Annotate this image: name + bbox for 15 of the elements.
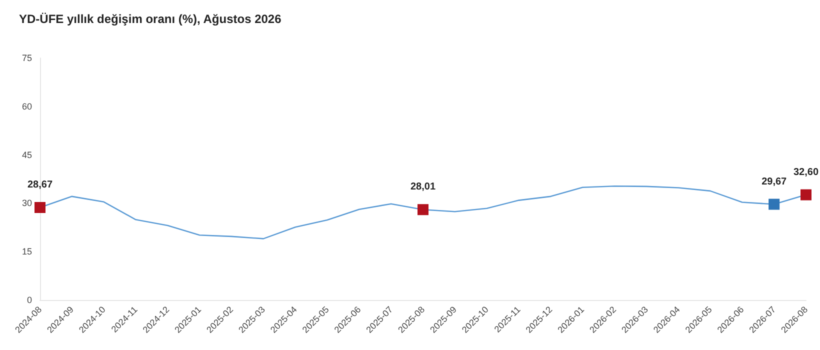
y-tick-label: 75 (22, 53, 32, 63)
y-tick-label: 0 (26, 295, 32, 305)
y-tick-label: 45 (22, 150, 32, 160)
chart-title: YD-ÜFE yıllık değişim oranı (%), Ağustos 2026 (19, 12, 282, 26)
data-label: 28,01 (410, 182, 436, 193)
point (800, 189, 812, 200)
point (34, 202, 46, 213)
y-tick-label: 60 (22, 101, 32, 112)
point (768, 198, 780, 210)
y-tick-label: 15 (22, 246, 32, 257)
point (418, 204, 428, 216)
data-label: 29,67 (762, 176, 788, 188)
data-label: 32,60 (793, 166, 819, 178)
data-label: 28,67 (27, 179, 53, 190)
y-tick-label: 30 (22, 198, 32, 208)
